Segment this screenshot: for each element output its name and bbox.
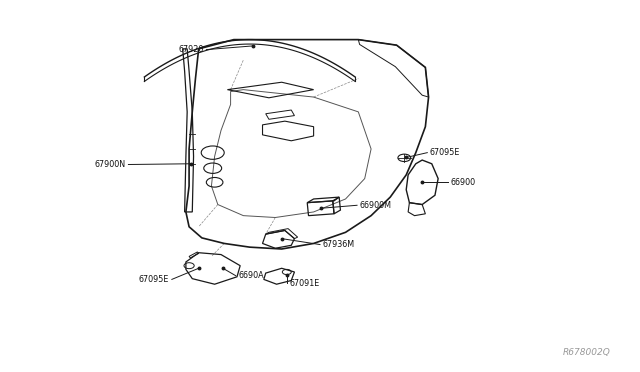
Text: 67936M: 67936M [323,240,355,249]
Text: 66900: 66900 [451,178,476,187]
Text: 66900M: 66900M [360,201,392,210]
Text: 67920: 67920 [179,45,204,54]
Text: 67095E: 67095E [430,148,460,157]
Text: 67091E: 67091E [289,279,319,288]
Text: 67095E: 67095E [139,275,170,284]
Text: R678002Q: R678002Q [563,348,611,357]
Text: 67900N: 67900N [95,160,126,169]
Text: 6690A: 6690A [238,271,264,280]
